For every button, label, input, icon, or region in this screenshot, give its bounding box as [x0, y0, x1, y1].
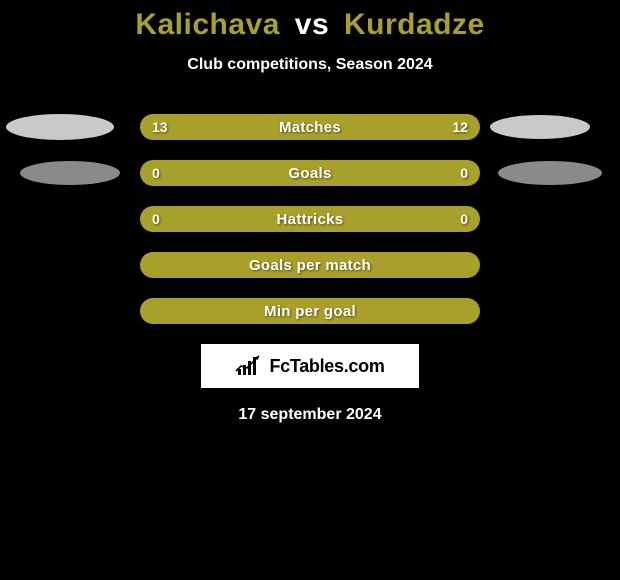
stat-value-right: 0 [460, 211, 468, 227]
stat-bar: Min per goal [140, 298, 480, 324]
stat-row: 0 Goals 0 [0, 160, 620, 186]
stat-label: Min per goal [264, 303, 356, 320]
decorative-ellipse [20, 161, 120, 185]
stat-rows: 13 Matches 12 0 Goals 0 0 Hattricks 0 Goals per m… [0, 114, 620, 324]
stat-label: Matches [279, 119, 341, 136]
player1-name: Kalichava [135, 8, 280, 41]
stat-bar: Goals per match [140, 252, 480, 278]
logo-box: FcTables.com [201, 344, 419, 388]
vs-separator: vs [295, 8, 329, 41]
stat-row: Goals per match [0, 252, 620, 278]
fctables-icon [235, 355, 263, 377]
subtitle: Club competitions, Season 2024 [0, 56, 620, 74]
decorative-ellipse [498, 161, 602, 185]
stat-value-right: 12 [452, 119, 468, 135]
stat-label: Goals [288, 165, 331, 182]
page-title: Kalichava vs Kurdadze [0, 8, 620, 42]
stat-label: Hattricks [277, 211, 344, 228]
date-text: 17 september 2024 [0, 406, 620, 424]
stat-value-left: 0 [152, 211, 160, 227]
player2-name: Kurdadze [344, 8, 485, 41]
stat-value-left: 0 [152, 165, 160, 181]
logo-text: FcTables.com [269, 356, 384, 377]
stat-label: Goals per match [249, 257, 371, 274]
decorative-ellipse [6, 114, 114, 140]
stat-value-right: 0 [460, 165, 468, 181]
stat-row: 13 Matches 12 [0, 114, 620, 140]
stat-row: Min per goal [0, 298, 620, 324]
stat-row: 0 Hattricks 0 [0, 206, 620, 232]
stat-bar: 0 Goals 0 [140, 160, 480, 186]
stat-bar: 0 Hattricks 0 [140, 206, 480, 232]
stat-value-left: 13 [152, 119, 168, 135]
decorative-ellipse [490, 115, 590, 139]
comparison-card: Kalichava vs Kurdadze Club competitions,… [0, 0, 620, 424]
stat-bar: 13 Matches 12 [140, 114, 480, 140]
